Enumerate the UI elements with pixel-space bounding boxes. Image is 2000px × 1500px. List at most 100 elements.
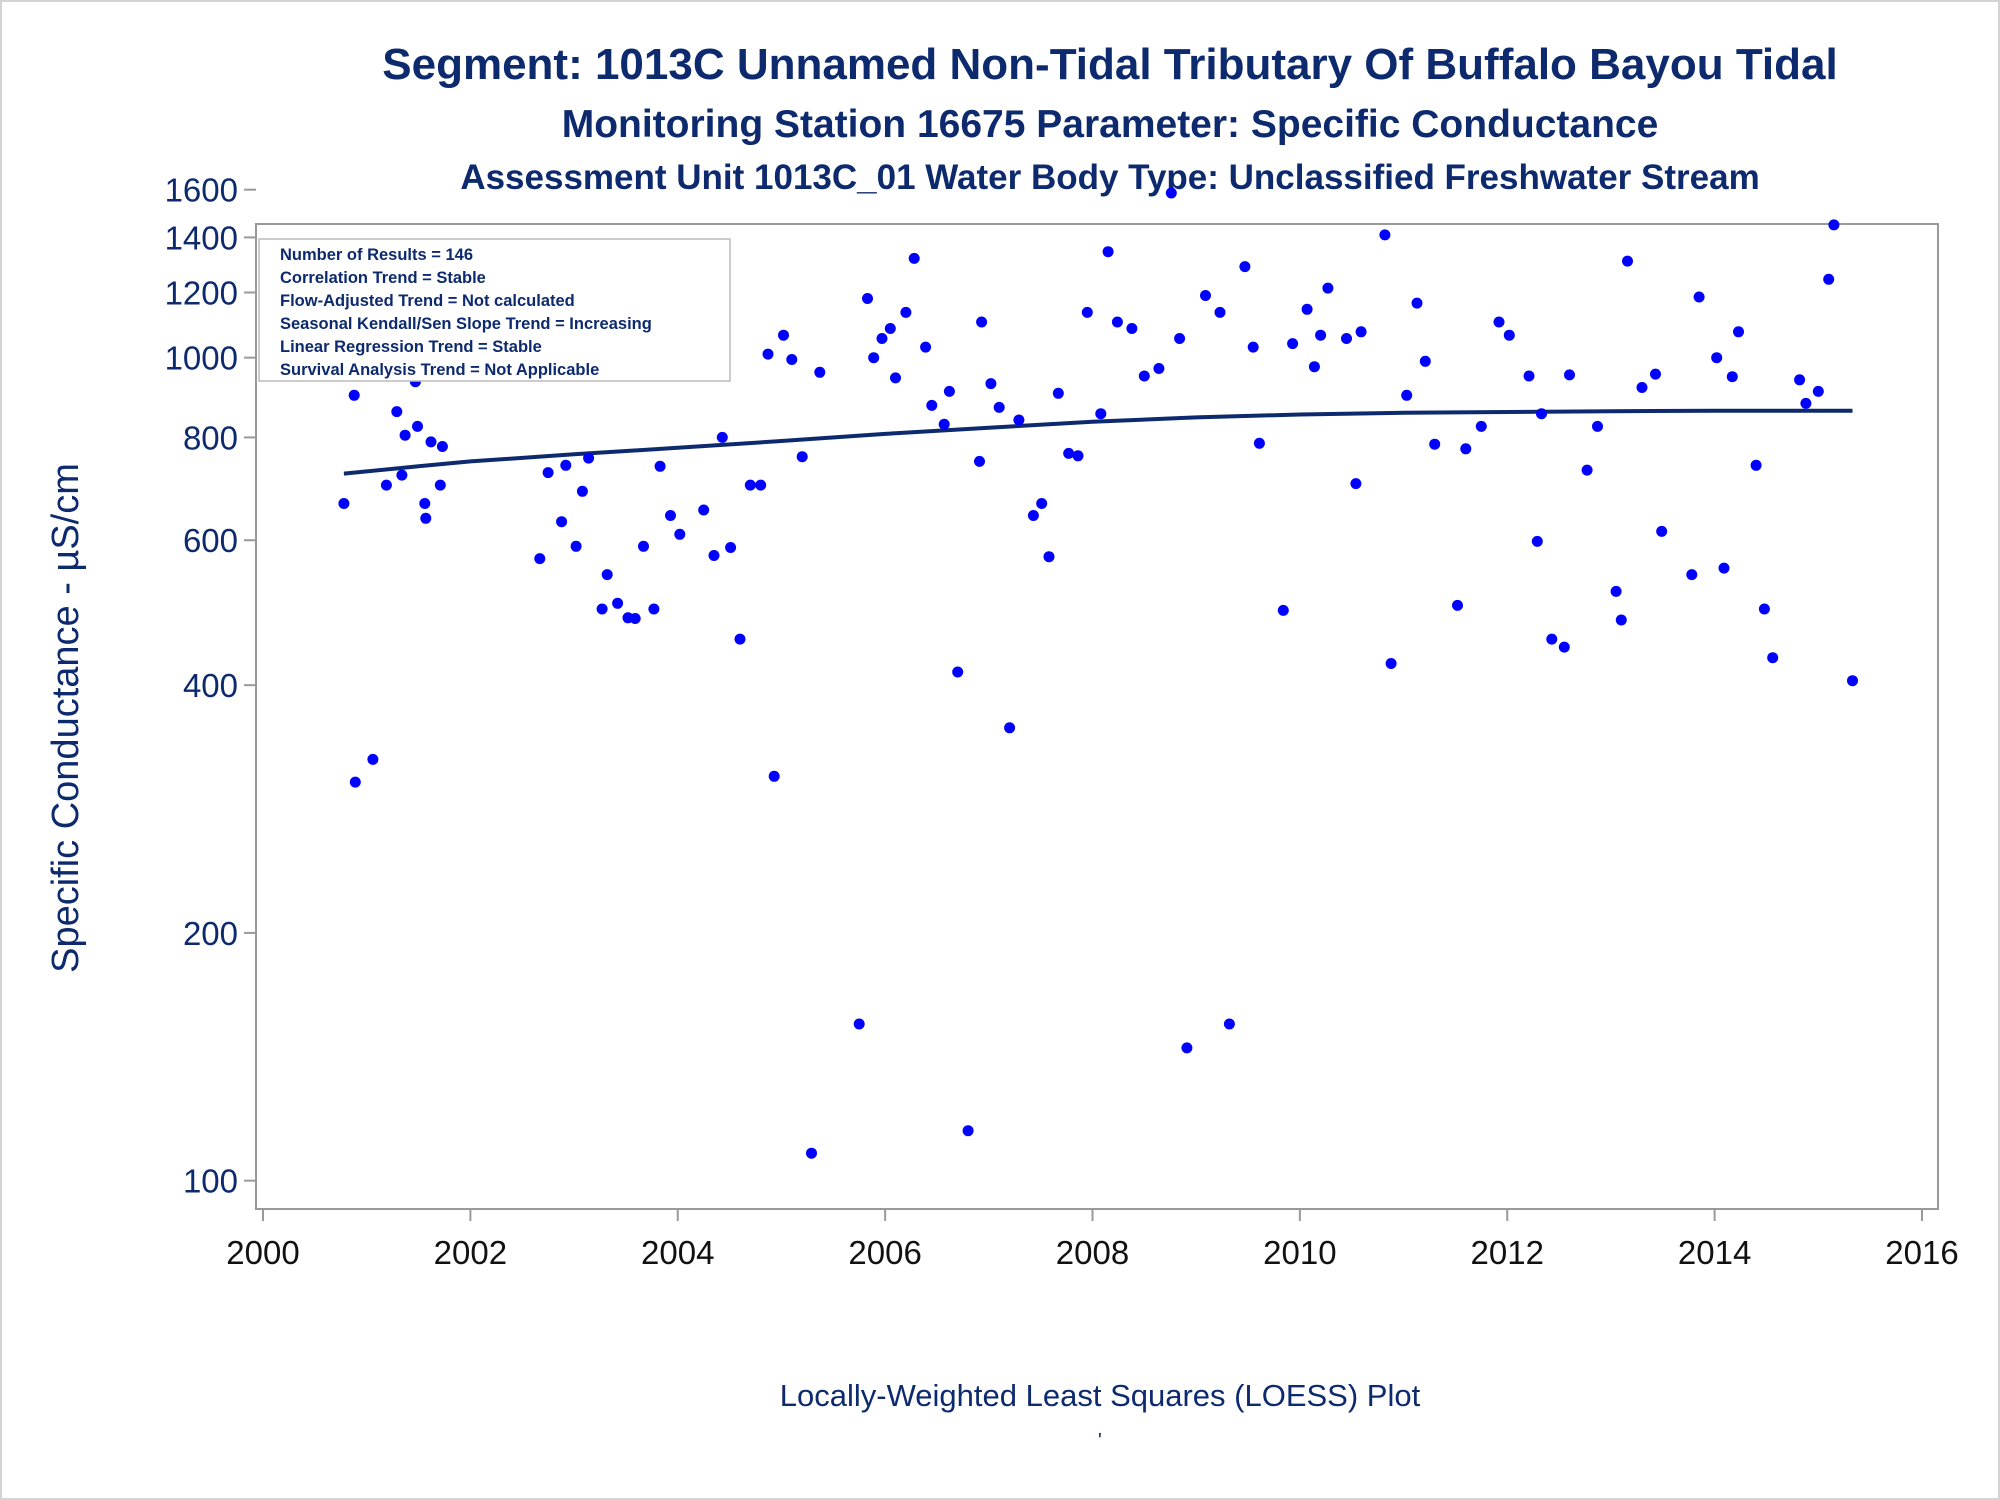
data-point: [425, 436, 437, 448]
data-point: [1581, 464, 1593, 476]
x-tick-label: 2010: [1263, 1234, 1336, 1271]
data-point: [1475, 420, 1487, 432]
data-point: [1711, 352, 1723, 364]
data-point: [884, 323, 896, 334]
y-axis-label: Specific Conductance - µS/cm: [45, 463, 87, 973]
x-tick-label: 2014: [1678, 1234, 1751, 1271]
data-point: [1794, 374, 1806, 386]
data-point: [1558, 641, 1570, 653]
data-point: [1153, 363, 1165, 374]
data-point: [1239, 261, 1251, 273]
data-point: [1174, 333, 1186, 344]
y-tick-label: 400: [183, 667, 238, 704]
data-point: [734, 633, 746, 645]
data-point: [768, 770, 780, 782]
data-point: [583, 452, 595, 464]
data-point: [698, 504, 710, 516]
data-point: [920, 341, 932, 353]
data-point: [1546, 633, 1558, 645]
footnote-mark: ': [1098, 1430, 1102, 1452]
y-tick-label: 1000: [165, 340, 238, 377]
data-point: [862, 293, 873, 304]
data-point: [890, 372, 901, 384]
data-point: [1828, 219, 1840, 231]
data-point: [716, 431, 728, 443]
x-tick-label: 2008: [1056, 1234, 1129, 1271]
data-point: [1733, 326, 1744, 338]
data-point: [542, 467, 554, 479]
data-point: [349, 776, 361, 788]
data-point: [576, 485, 588, 497]
data-point: [725, 542, 737, 553]
data-point: [601, 569, 613, 581]
data-point: [1452, 599, 1463, 611]
data-point: [1355, 326, 1367, 338]
data-point: [348, 389, 360, 401]
y-tick-label: 1400: [165, 219, 238, 256]
x-tick-label: 2004: [641, 1234, 714, 1271]
data-point: [1138, 370, 1150, 382]
data-point: [1081, 306, 1093, 318]
data-point: [708, 550, 720, 561]
stats-line: Flow-Adjusted Trend = Not calculated: [280, 292, 575, 310]
data-point: [1027, 510, 1039, 521]
data-point: [1693, 291, 1705, 303]
data-point: [1379, 229, 1391, 241]
data-point: [1181, 1042, 1193, 1054]
data-point: [1214, 306, 1226, 318]
data-point: [648, 603, 660, 615]
data-point: [399, 429, 411, 441]
loess-trend: [343, 408, 1853, 476]
data-point: [900, 306, 912, 318]
data-point: [908, 252, 920, 264]
x-tick-label: 2006: [848, 1234, 921, 1271]
data-point: [1429, 438, 1441, 450]
data-point: [786, 354, 798, 365]
data-point: [1536, 408, 1547, 420]
data-point: [596, 603, 608, 615]
data-point: [420, 512, 432, 524]
data-point: [1287, 338, 1299, 350]
chart-subtitle: Monitoring Station 16675 Parameter: Spec…: [561, 103, 1659, 146]
data-point: [1812, 385, 1824, 397]
data-point: [1223, 1018, 1235, 1030]
data-point: [1758, 603, 1770, 615]
data-point: [1095, 408, 1107, 420]
data-point: [1622, 255, 1633, 267]
data-point: [1718, 562, 1730, 574]
data-point: [1350, 478, 1362, 490]
stats-line: Correlation Trend = Stable: [280, 269, 486, 287]
data-point: [1800, 397, 1812, 409]
data-point: [391, 406, 403, 418]
data-point: [1036, 498, 1048, 509]
data-point: [1341, 333, 1352, 344]
y-tick-label: 1200: [165, 274, 238, 311]
data-point: [367, 753, 379, 765]
data-point: [1823, 273, 1835, 285]
data-point: [876, 333, 888, 344]
stats-line: Linear Regression Trend = Stable: [280, 338, 542, 356]
data-point: [1615, 614, 1627, 626]
data-points: [338, 187, 1858, 1159]
data-point: [1385, 658, 1397, 669]
data-point: [974, 455, 985, 467]
stats-line: Seasonal Kendall/Sen Slope Trend = Incre…: [280, 315, 652, 333]
data-point: [938, 418, 950, 430]
data-point: [665, 510, 676, 521]
data-point: [1523, 370, 1535, 382]
data-point: [1503, 329, 1515, 341]
data-point: [1411, 297, 1423, 309]
data-point: [1419, 355, 1431, 367]
data-point: [434, 479, 446, 491]
data-point: [1767, 652, 1779, 664]
y-tick-label: 800: [183, 419, 238, 456]
data-point: [1301, 303, 1313, 315]
x-tick-label: 2000: [226, 1234, 299, 1271]
plot-area: [255, 223, 1939, 1210]
x-tick-label: 2016: [1885, 1234, 1958, 1271]
data-point: [1460, 443, 1472, 455]
data-point: [952, 666, 964, 678]
x-tick-label: 2002: [434, 1234, 507, 1271]
data-point: [868, 352, 880, 364]
